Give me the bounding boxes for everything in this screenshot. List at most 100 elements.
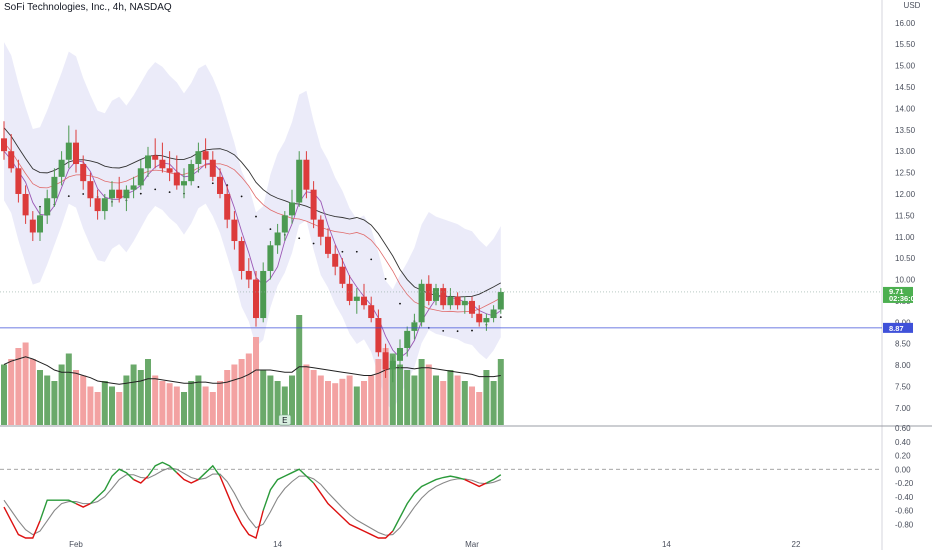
- candle-body: [368, 305, 375, 319]
- candle-body: [238, 241, 245, 271]
- candle-body: [425, 283, 432, 301]
- candle-body: [389, 360, 396, 370]
- volume-bar: [101, 381, 108, 425]
- candle-body: [382, 352, 389, 370]
- candle-body: [130, 185, 137, 190]
- candle-body: [44, 198, 51, 216]
- psar-dot: [269, 228, 272, 231]
- candle-body: [152, 155, 159, 160]
- candle-body: [173, 172, 180, 186]
- candle-body: [231, 219, 238, 242]
- volume-bar: [1, 364, 7, 425]
- candle-body: [116, 189, 123, 199]
- volume-bar: [65, 353, 72, 425]
- y-tick-label: 12.50: [895, 169, 916, 178]
- volume-bar: [418, 359, 425, 425]
- oscillator-fast-line: [75, 502, 91, 508]
- volume-bar: [80, 375, 87, 425]
- volume-bar: [260, 370, 267, 425]
- candle-body: [325, 236, 331, 254]
- candle-body: [267, 245, 274, 271]
- psar-dot: [211, 182, 214, 185]
- volume-bar: [58, 364, 65, 425]
- psar-dot: [442, 329, 445, 332]
- volume-bar: [245, 353, 252, 425]
- candle-body: [332, 253, 339, 267]
- psar-dot: [255, 215, 257, 218]
- volume-bar: [490, 381, 497, 425]
- y-tick-label: 14.50: [895, 83, 916, 92]
- volume-bar: [238, 359, 245, 425]
- candle-body: [22, 193, 29, 216]
- volume-bar: [224, 370, 231, 425]
- candle-body: [440, 288, 447, 306]
- oscillator-fast-line: [3, 506, 41, 539]
- osc-y-tick-label: -0.80: [895, 520, 914, 529]
- envelope-line: [3, 142, 501, 313]
- volume-bar: [87, 386, 94, 425]
- volume-bar: [361, 381, 367, 425]
- psar-dot: [456, 330, 459, 333]
- y-tick-label: 7.00: [895, 404, 911, 413]
- volume-bar: [195, 375, 202, 425]
- volume-bar: [253, 337, 259, 425]
- candle-body: [166, 168, 173, 173]
- oscillator-fast-line: [219, 475, 264, 539]
- candle-body: [296, 159, 303, 203]
- ichimoku-cloud: [4, 42, 501, 411]
- volume-bar: [217, 381, 223, 425]
- volume-bar: [404, 370, 411, 425]
- candle-body: [397, 347, 403, 361]
- earnings-label: E: [282, 416, 287, 425]
- candle-body: [123, 189, 130, 199]
- earnings-marker[interactable]: E: [278, 414, 292, 426]
- y-tick-label: 11.00: [895, 233, 915, 242]
- volume-bar: [289, 375, 295, 425]
- volume-bar: [29, 359, 36, 425]
- volume-bar: [325, 381, 331, 425]
- x-tick-label: 14: [662, 540, 671, 549]
- candle-body: [65, 142, 72, 160]
- level-price-badge: [883, 322, 913, 333]
- psar-dot: [384, 278, 387, 280]
- ema-fast-line: [3, 150, 502, 359]
- candle-body: [73, 142, 79, 165]
- y-tick-label: 10.50: [895, 254, 916, 263]
- psar-dot: [154, 188, 157, 191]
- psar-dot: [139, 192, 142, 195]
- candle-body: [260, 270, 267, 319]
- x-tick-label: 14: [273, 540, 282, 549]
- volume-bar: [73, 370, 79, 425]
- volume-bar: [425, 364, 432, 425]
- oscillator-fast-line: [486, 474, 502, 484]
- candle-body: [274, 232, 281, 246]
- y-tick-label: 9.00: [895, 318, 911, 327]
- psar-dot: [82, 193, 85, 195]
- candle-body: [317, 219, 324, 237]
- candle-body: [483, 318, 490, 323]
- volume-bar: [231, 364, 238, 425]
- candle-body: [490, 309, 497, 319]
- candle-body: [454, 296, 461, 306]
- candle-body: [245, 270, 252, 280]
- candle-body: [476, 313, 483, 323]
- candle-body: [94, 198, 101, 212]
- level-price-value: 8.87: [889, 324, 904, 333]
- volume-bar: [145, 359, 151, 425]
- candle-body: [1, 138, 7, 152]
- psar-dot: [298, 237, 301, 240]
- volume-bar: [8, 359, 15, 425]
- volume-bar: [346, 375, 353, 425]
- volume-bar: [368, 375, 375, 425]
- candle-body: [8, 151, 15, 169]
- volume-bar: [483, 370, 490, 425]
- psar-dot: [168, 191, 171, 194]
- candle-body: [101, 198, 108, 212]
- psar-dot: [499, 316, 502, 318]
- candle-body: [87, 181, 94, 199]
- candle-body: [209, 159, 216, 177]
- volume-bar: [109, 386, 115, 425]
- volume-bar: [37, 370, 43, 425]
- oscillator-fast-line: [39, 499, 77, 522]
